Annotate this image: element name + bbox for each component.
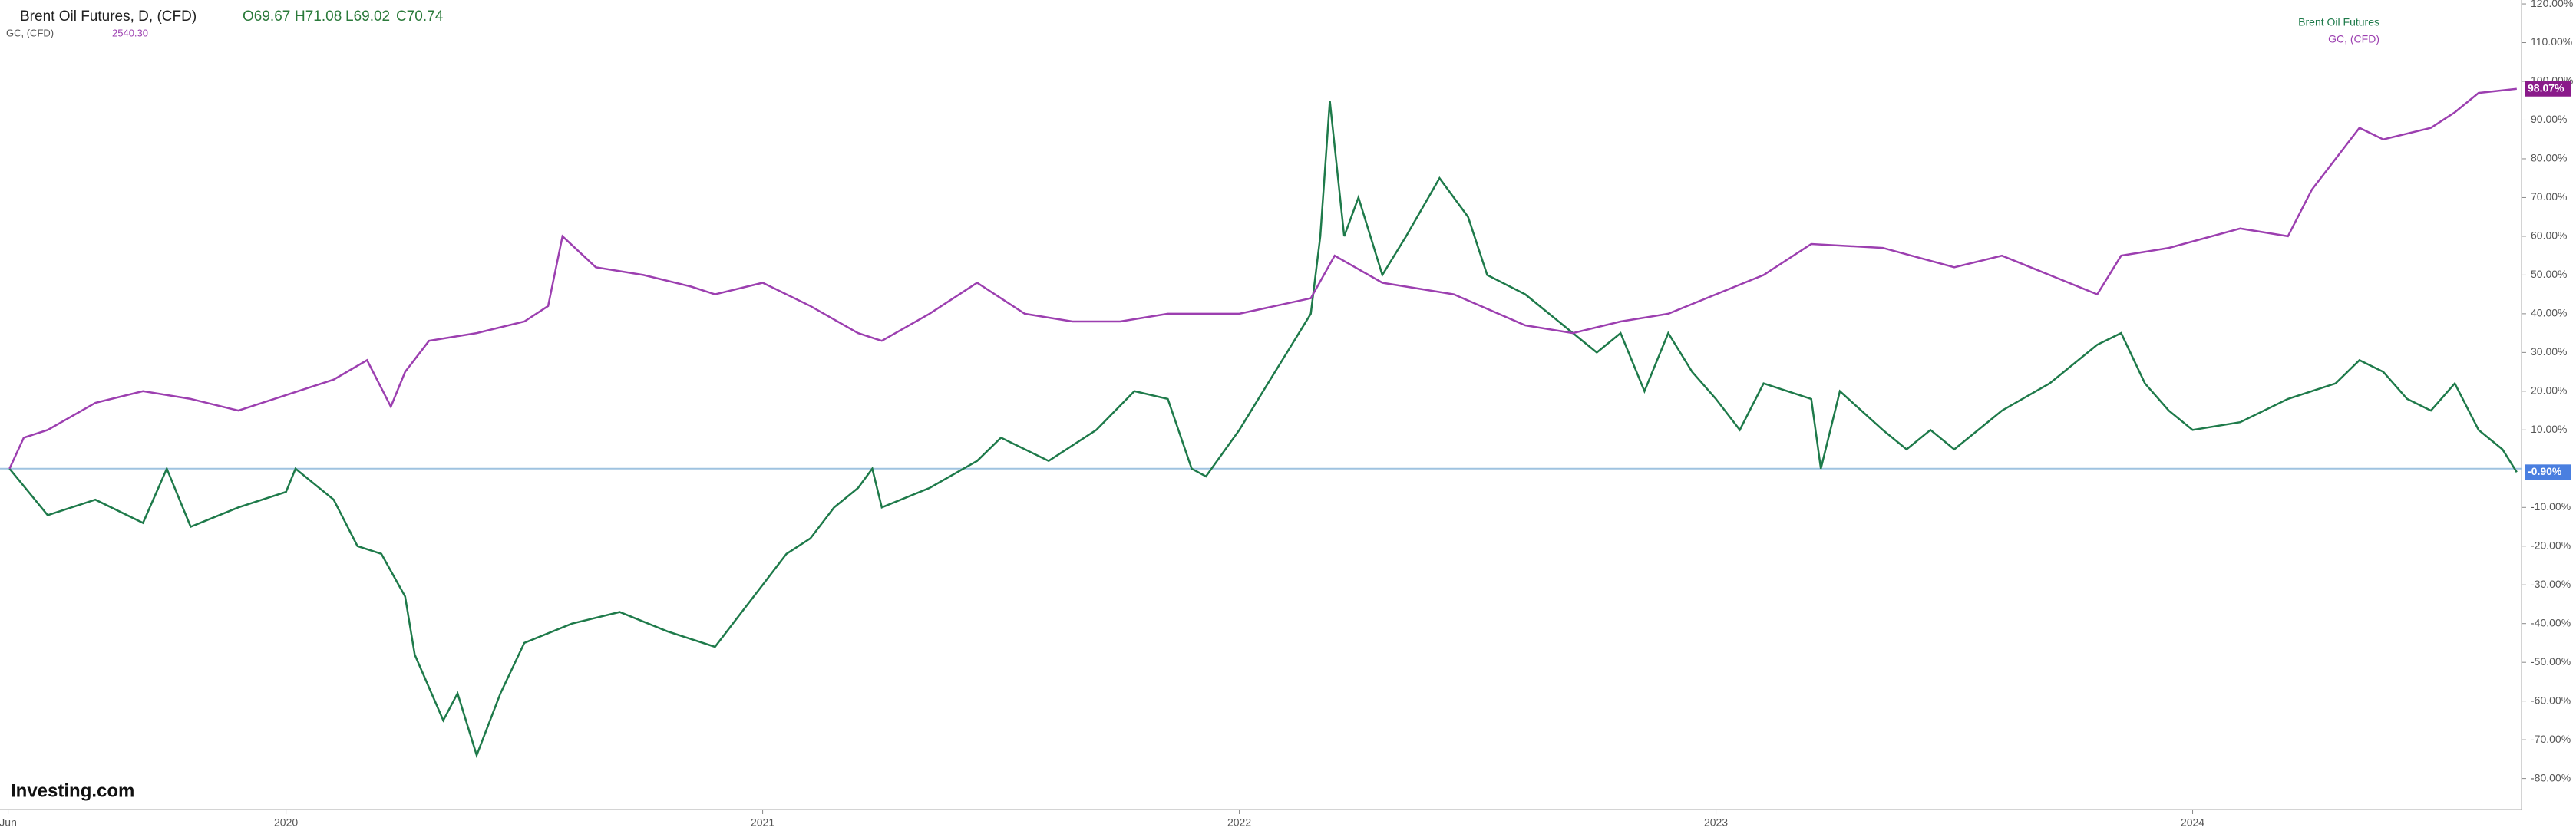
y-tick-label: -40.00%: [2531, 616, 2571, 628]
x-tick-label: 2020: [274, 816, 298, 829]
y-tick-label: 50.00%: [2531, 268, 2567, 280]
y-tick-label: 30.00%: [2531, 345, 2567, 358]
y-tick-label: 90.00%: [2531, 113, 2567, 125]
y-tick-label: -20.00%: [2531, 539, 2571, 551]
x-tick-label: Jun: [0, 816, 17, 829]
y-tick-label: -50.00%: [2531, 655, 2571, 668]
y-tick-label: -10.00%: [2531, 500, 2571, 513]
last-value-box: [2525, 464, 2571, 480]
open: O69.67: [243, 8, 290, 25]
y-tick-label: 70.00%: [2531, 190, 2567, 203]
x-tick-label: 2021: [751, 816, 774, 829]
last-value-label: 98.07%: [2528, 81, 2564, 94]
chart-title: Brent Oil Futures, D, (CFD): [20, 8, 197, 25]
y-tick-label: 120.00%: [2531, 0, 2573, 9]
high: H71.08: [295, 8, 342, 25]
y-tick-label: 60.00%: [2531, 229, 2567, 242]
legend-name: Brent Oil Futures: [2298, 16, 2379, 28]
last-value-label: -0.90%: [2528, 465, 2562, 477]
logo: Investing.com: [11, 780, 134, 801]
x-tick-label: 2024: [2181, 816, 2204, 829]
y-tick-label: 110.00%: [2531, 35, 2572, 48]
compare-price: 2540.30: [112, 27, 148, 38]
series-line: [8, 101, 2518, 759]
y-tick-label: 80.00%: [2531, 152, 2567, 164]
y-tick-label: 20.00%: [2531, 384, 2567, 397]
close: C70.74: [396, 8, 444, 25]
x-tick-label: 2023: [1704, 816, 1728, 829]
y-tick-label: -30.00%: [2531, 578, 2571, 590]
compare-symbol: GC, (CFD): [6, 27, 54, 38]
y-tick-label: 10.00%: [2531, 423, 2567, 435]
y-tick-label: -60.00%: [2531, 694, 2571, 706]
low: L69.02: [345, 8, 390, 25]
last-value-box: [2525, 81, 2571, 97]
y-tick-label: -70.00%: [2531, 733, 2571, 745]
series-line: [8, 87, 2517, 470]
x-tick-label: 2022: [1227, 816, 1251, 829]
legend-name: GC, (CFD): [2328, 33, 2379, 45]
y-tick-label: 40.00%: [2531, 307, 2567, 319]
y-tick-label: -80.00%: [2531, 771, 2571, 783]
